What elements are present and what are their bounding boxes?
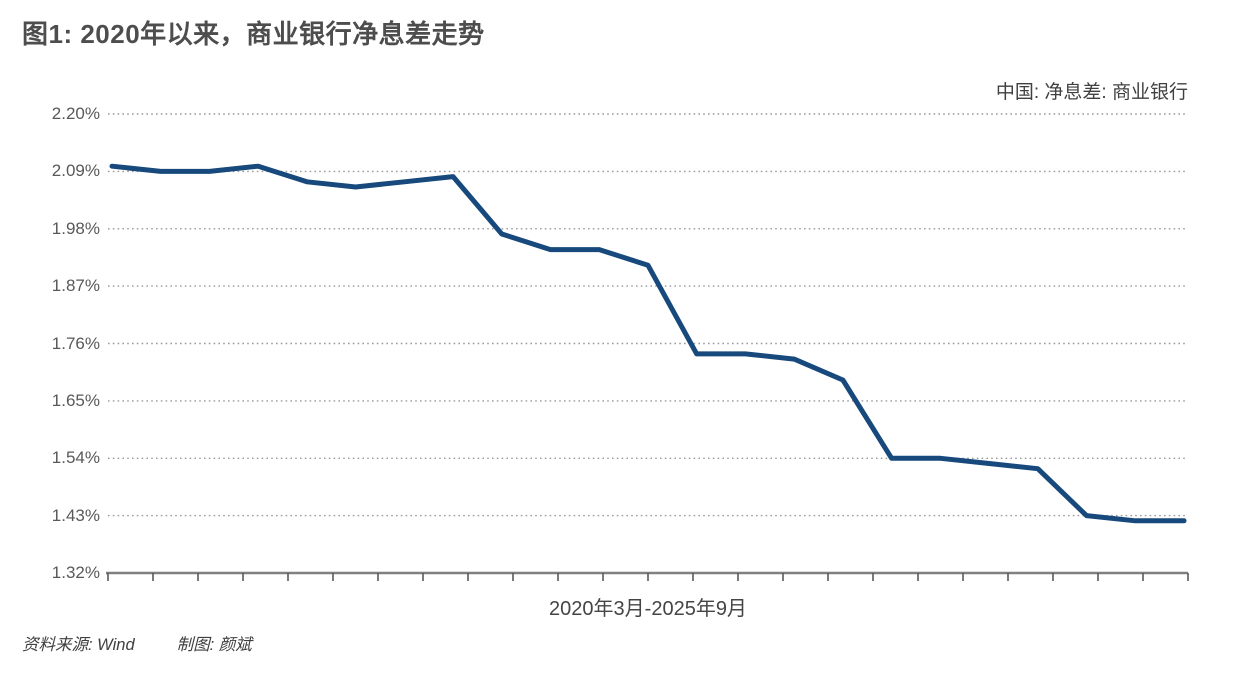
- y-axis-tick-label: 1.87%: [51, 276, 100, 295]
- y-axis-tick-label: 1.65%: [51, 391, 100, 410]
- y-axis-tick-label: 2.20%: [51, 104, 100, 123]
- chart-credit-label: 制图: 颜斌: [176, 636, 252, 654]
- chart-title: 图1: 2020年以来，商业银行净息差走势: [22, 19, 485, 49]
- y-axis-tick-label: 1.98%: [51, 219, 100, 238]
- y-axis-tick-label: 1.54%: [51, 448, 100, 467]
- data-source-label: 资料来源: Wind: [22, 636, 135, 654]
- nim-line-series: [109, 163, 1187, 524]
- y-axis-tick-label: 1.76%: [51, 334, 100, 353]
- y-axis-tick-label: 1.43%: [51, 506, 100, 525]
- chart-footer: 资料来源: Wind 制图: 颜斌: [22, 631, 252, 655]
- legend-label: 中国: 净息差: 商业银行: [995, 82, 1188, 103]
- y-axis-labels: 2.20% 2.09% 1.98% 1.87% 1.76% 1.65% 1.54% 1.43%…: [0, 0, 100, 686]
- x-axis-label: 2020年3月-2025年9月: [549, 598, 747, 620]
- y-axis-tick-label: 1.32%: [51, 563, 100, 582]
- y-axis-tick-label: 2.09%: [51, 161, 100, 180]
